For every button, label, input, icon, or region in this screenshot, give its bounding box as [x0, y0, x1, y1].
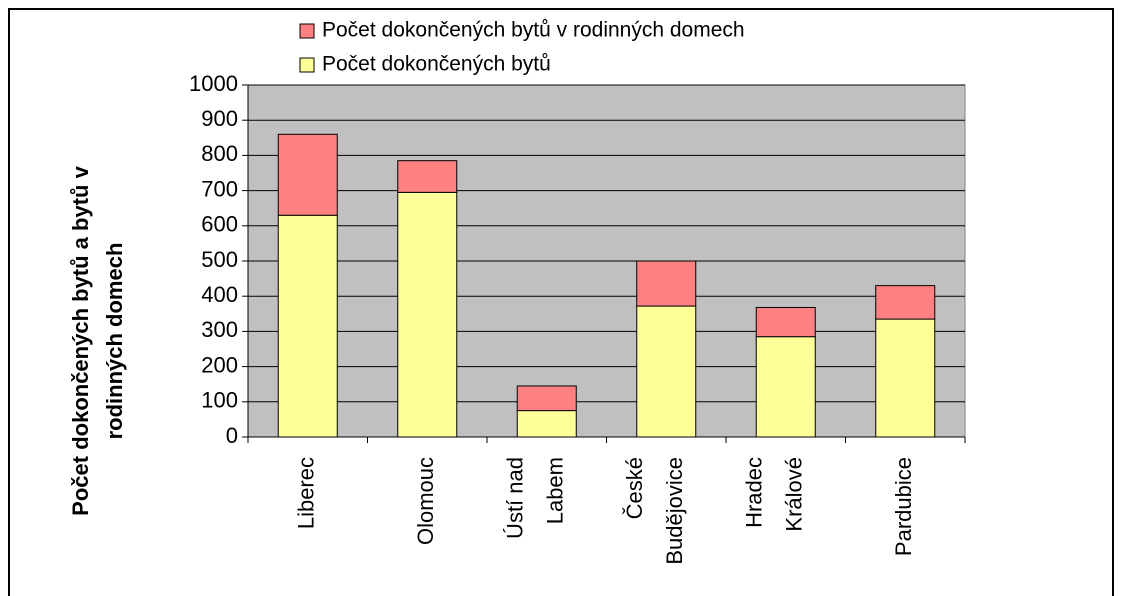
x-tick-label: Budějovice [662, 457, 687, 565]
x-tick-label: Liberec [294, 457, 319, 529]
x-tick-label: Olomouc [413, 457, 438, 545]
bar-segment [397, 191, 458, 438]
y-tick-label: 500 [201, 247, 238, 272]
bar-segment [516, 410, 577, 438]
y-tick-label: 700 [201, 176, 238, 201]
y-axis-label: Počet dokončených bytů a bytů v [68, 165, 93, 515]
bar-segment [875, 285, 936, 320]
y-tick-label: 1000 [189, 71, 238, 96]
bar-segment [397, 160, 458, 193]
bar-segment [636, 260, 697, 307]
y-tick-label: 900 [201, 106, 238, 131]
x-tick-label: Ústí nad [503, 457, 528, 539]
y-tick-label: 300 [201, 317, 238, 342]
x-tick-label: České [622, 457, 647, 519]
x-tick-label: Labem [543, 457, 568, 524]
bar-segment [755, 306, 816, 338]
bar-segment [636, 305, 697, 438]
legend-label: Počet dokončených bytů v rodinných domec… [322, 19, 745, 42]
y-tick-label: 100 [201, 388, 238, 413]
legend-label: Počet dokončených bytů [322, 53, 551, 76]
bar-segment [755, 336, 816, 438]
y-tick-label: 200 [201, 352, 238, 377]
x-tick-label: Králové [782, 457, 807, 532]
bar-segment [516, 385, 577, 412]
x-tick-label: Pardubice [891, 457, 916, 556]
legend-swatch [299, 23, 315, 39]
y-tick-label: 0 [226, 423, 238, 448]
x-tick-label: Hradec [742, 457, 767, 528]
legend-swatch [299, 57, 315, 73]
bar-segment [875, 318, 936, 438]
bar-segment [277, 214, 338, 438]
y-tick-label: 400 [201, 282, 238, 307]
frame [8, 8, 1114, 596]
y-tick-label: 800 [201, 141, 238, 166]
y-axis-label: rodinných domech [102, 243, 127, 440]
y-tick-label: 600 [201, 212, 238, 237]
bar-segment [277, 133, 338, 216]
